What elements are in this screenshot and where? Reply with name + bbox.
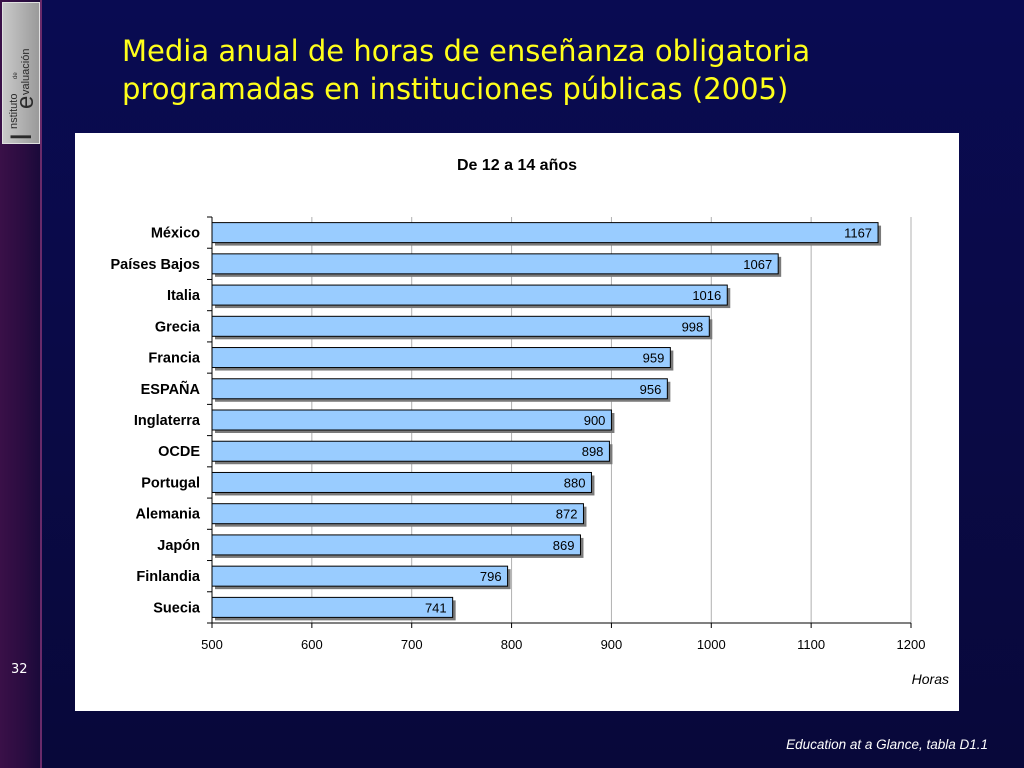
data-label: 1167	[844, 226, 872, 241]
logo-graphic: I nstituto de e valuación	[5, 49, 39, 141]
x-tick-label: 600	[301, 637, 323, 652]
category-label: Francia	[148, 351, 201, 367]
logo-big-i: I	[5, 133, 38, 141]
slide-number: 32	[11, 662, 28, 677]
x-tick-label: 1100	[797, 637, 825, 652]
bar-italia	[211, 284, 728, 306]
x-tick-label: 700	[401, 637, 423, 652]
category-label: Italia	[167, 288, 201, 304]
bar-países-bajos	[211, 253, 779, 275]
data-label: 959	[643, 351, 665, 366]
category-label: Inglaterra	[134, 413, 201, 429]
x-tick-label: 900	[601, 637, 623, 652]
data-label: 956	[640, 382, 662, 397]
bar-chart: De 12 a 14 años 500 600 700 800 900 1000 1100 1…	[111, 157, 949, 687]
data-label: 869	[553, 538, 575, 553]
x-tick-label: 1000	[697, 637, 726, 652]
bar-grecia	[211, 315, 710, 337]
chart-title: De 12 a 14 años	[457, 157, 577, 174]
bar-méxico	[211, 222, 879, 244]
slide-title-line1: Media anual de horas de enseñanza obliga…	[122, 34, 811, 68]
data-label: 1067	[743, 257, 772, 272]
x-tick-label: 1200	[897, 637, 926, 652]
bar-suecia	[211, 596, 454, 618]
bar-finlandia	[211, 565, 509, 587]
slide-title: Media anual de horas de enseñanza obliga…	[122, 32, 982, 108]
category-label: México	[151, 226, 200, 242]
bar-layer	[211, 222, 882, 621]
data-label: 796	[480, 569, 502, 584]
bar-japón	[211, 534, 581, 556]
data-label: 872	[556, 507, 578, 522]
x-tick-label: 800	[501, 637, 523, 652]
category-label: Portugal	[141, 475, 200, 491]
category-label: Países Bajos	[111, 257, 200, 273]
data-label: 741	[425, 600, 447, 615]
bar-alemania	[211, 503, 584, 525]
category-label: Grecia	[155, 319, 201, 335]
category-label: Alemania	[136, 507, 201, 523]
bar-francia	[211, 347, 671, 369]
bar-inglaterra	[211, 409, 612, 431]
category-label: Suecia	[153, 600, 201, 616]
bar-ocde	[211, 440, 610, 462]
logo-big-e: e	[12, 96, 39, 109]
data-label: 998	[682, 319, 704, 334]
data-label: 900	[584, 413, 606, 428]
bar-portugal	[211, 471, 592, 493]
slide-title-line2: programadas en instituciones públicas (2…	[122, 72, 789, 106]
label-layer: México 1167 Países Bajos 1067 Italia 1016 Grec…	[111, 226, 873, 617]
sidebar: I nstituto de e valuación 32	[0, 0, 42, 768]
chart-panel: De 12 a 14 años 500 600 700 800 900 1000 1100 1…	[75, 133, 959, 711]
data-label: 880	[564, 475, 586, 490]
bar-españa	[211, 378, 668, 400]
logo-line2: valuación	[20, 49, 32, 95]
data-label: 898	[582, 444, 604, 459]
category-label: OCDE	[158, 444, 200, 460]
logo-line1: nstituto	[8, 94, 20, 129]
source-citation: Education at a Glance, tabla D1.1	[786, 737, 988, 752]
x-tick-label: 500	[201, 637, 223, 652]
institute-logo: I nstituto de e valuación	[2, 2, 40, 144]
logo-de: de	[13, 72, 19, 79]
category-label: Japón	[157, 538, 200, 554]
x-axis-label: Horas	[912, 671, 949, 687]
category-label: Finlandia	[136, 569, 201, 585]
data-label: 1016	[692, 288, 721, 303]
category-label: ESPAÑA	[141, 380, 201, 398]
